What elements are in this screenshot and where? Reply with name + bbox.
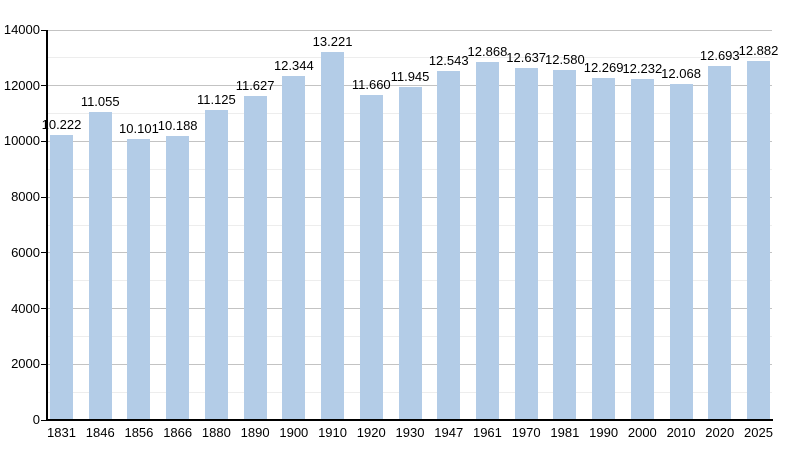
- bar-value-label: 12.232: [622, 61, 663, 77]
- x-axis-label: 1920: [356, 425, 386, 440]
- bar-1930: [398, 87, 422, 420]
- bar-1856: [127, 138, 151, 420]
- bar-1880: [204, 110, 228, 420]
- x-axis-label: 2025: [744, 425, 773, 440]
- gridline-minor: [48, 57, 772, 59]
- x-axis-label: 1970: [511, 425, 541, 440]
- bar-2025: [747, 61, 770, 420]
- bar-value-label: 12.882: [738, 43, 779, 59]
- x-axis-label: 2000: [627, 425, 657, 440]
- bar-1910: [321, 51, 345, 420]
- x-axis-label: 1890: [240, 425, 270, 440]
- bar-value-label: 12.580: [544, 51, 585, 67]
- bar-1970: [514, 67, 538, 420]
- bar-1981: [553, 69, 577, 420]
- x-axis-label: 1990: [589, 425, 619, 440]
- bar-1831: [50, 135, 73, 420]
- bar-value-label: 11.660: [351, 77, 391, 93]
- x-axis-label: 1866: [163, 425, 193, 440]
- bar-value-label: 12.637: [506, 49, 547, 65]
- bar-value-label: 11.055: [80, 94, 120, 110]
- bar-value-label: 12.344: [273, 58, 314, 74]
- x-axis-line: [46, 419, 773, 421]
- y-axis-label: 4000: [11, 300, 40, 316]
- bar-value-label: 13.221: [312, 33, 353, 49]
- bar-1846: [88, 112, 112, 420]
- bar-1947: [437, 70, 461, 420]
- bar-1920: [359, 95, 383, 420]
- x-axis-label: 1831: [47, 425, 76, 440]
- bar-value-label: 11.945: [390, 69, 430, 85]
- bar-2020: [708, 66, 732, 420]
- bar-value-label: 10.101: [119, 120, 159, 136]
- x-axis-label: 1846: [85, 425, 115, 440]
- y-axis-label: 0: [32, 412, 40, 427]
- x-axis-label: 2020: [705, 425, 735, 440]
- y-axis-label: 12000: [3, 77, 40, 93]
- bar-value-label: 10.222: [41, 117, 82, 133]
- x-axis-label: 1981: [550, 425, 580, 440]
- bar-value-label: 12.868: [467, 43, 508, 59]
- y-axis-tick: [41, 85, 48, 87]
- y-axis-label: 10000: [3, 133, 40, 149]
- bar-value-label: 12.269: [583, 60, 624, 76]
- y-axis-label: 14000: [3, 22, 40, 37]
- bar-value-label: 10.188: [157, 118, 198, 134]
- x-axis-label: 2010: [666, 425, 696, 440]
- bar-1990: [592, 78, 616, 420]
- bar-value-label: 12.543: [428, 52, 469, 68]
- y-axis-tick: [41, 308, 48, 310]
- x-axis-label: 1880: [201, 425, 231, 440]
- y-axis-label: 6000: [11, 244, 40, 260]
- bar-1866: [166, 136, 190, 420]
- y-axis-label: 8000: [11, 189, 40, 205]
- bar-value-label: 11.125: [196, 92, 236, 108]
- bar-2000: [630, 79, 654, 420]
- bar-1900: [282, 76, 306, 420]
- gridline-major: [48, 85, 772, 87]
- y-axis-tick: [41, 363, 48, 365]
- plot-area: [48, 29, 772, 420]
- bar-value-label: 12.693: [699, 48, 740, 64]
- x-axis-label: 1961: [472, 425, 502, 440]
- bar-2010: [669, 83, 693, 420]
- bar-value-label: 12.068: [661, 65, 701, 81]
- x-axis-label: 1930: [395, 425, 425, 440]
- bar-1890: [243, 96, 267, 420]
- y-axis-tick: [41, 419, 48, 421]
- x-axis-label: 1947: [434, 425, 464, 440]
- y-axis-tick: [41, 29, 48, 31]
- x-axis-label: 1856: [124, 425, 154, 440]
- bar-value-label: 11.627: [235, 78, 275, 94]
- gridline-major: [48, 29, 772, 31]
- x-axis-label: 1900: [279, 425, 309, 440]
- y-axis-tick: [41, 140, 48, 142]
- y-axis-label: 2000: [11, 356, 40, 372]
- y-axis-tick: [41, 252, 48, 254]
- bar-1961: [475, 61, 499, 420]
- y-axis-line: [46, 30, 48, 421]
- y-axis-tick: [41, 196, 48, 198]
- x-axis-label: 1910: [318, 425, 347, 440]
